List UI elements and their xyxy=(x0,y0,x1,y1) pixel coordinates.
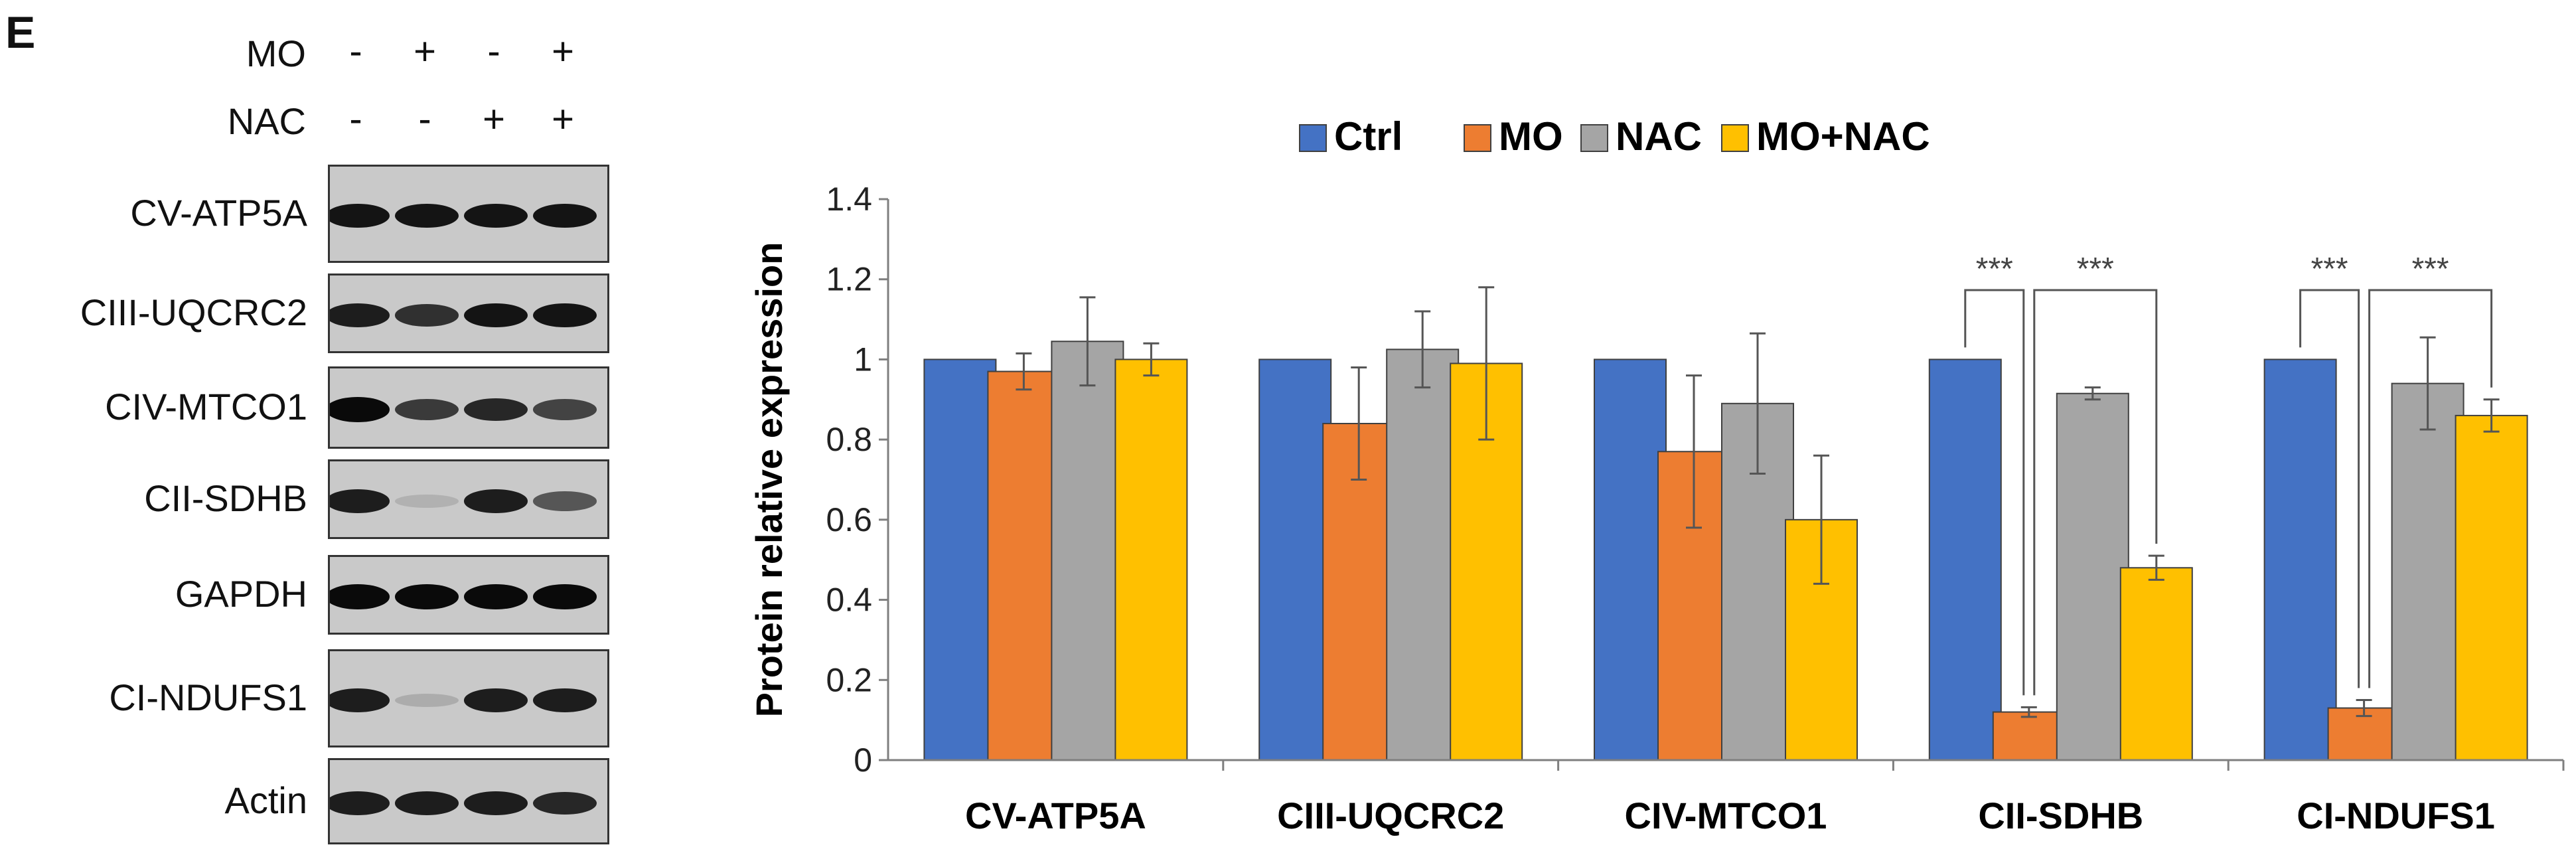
blot-band xyxy=(464,203,528,228)
bar-mo xyxy=(1992,711,2066,761)
blot-band xyxy=(395,584,459,609)
y-tick-label: 0.4 xyxy=(826,582,872,619)
legend-label: Ctrl xyxy=(1334,114,1402,159)
blot-image xyxy=(328,555,609,635)
legend-label: MO xyxy=(1499,114,1563,159)
blot-image xyxy=(328,758,609,844)
blot-band xyxy=(330,203,390,228)
legend-swatch xyxy=(1464,124,1491,152)
blot-band xyxy=(395,495,459,508)
significance-bracket xyxy=(2033,289,2158,696)
treatment-sign: - xyxy=(349,98,362,141)
blot-label: CII-SDHB xyxy=(144,477,307,519)
blot-image xyxy=(328,366,609,449)
blot-band xyxy=(330,688,390,712)
y-tick-label: 1 xyxy=(854,341,872,378)
x-category-label: CIII-UQCRC2 xyxy=(1277,795,1504,836)
significance-bracket xyxy=(2299,289,2360,688)
bar-mo xyxy=(987,370,1061,761)
blot-band xyxy=(395,304,459,327)
blot-image xyxy=(328,459,609,539)
blot-band xyxy=(330,489,390,513)
significance-label: *** xyxy=(1976,252,2013,287)
y-axis-label: Protein relative expression xyxy=(748,242,790,718)
bar-nac xyxy=(2056,392,2129,761)
blot-band xyxy=(395,791,459,815)
treatment-sign: + xyxy=(552,98,574,141)
blot-label: GAPDH xyxy=(175,573,307,615)
legend-swatch xyxy=(1721,124,1749,152)
blot-label: Actin xyxy=(224,779,308,821)
bar-ctrl xyxy=(923,358,997,761)
blot-label: CIII-UQCRC2 xyxy=(80,291,307,333)
blot-band xyxy=(533,791,597,815)
blot-band xyxy=(330,791,390,815)
significance-bracket xyxy=(2368,289,2493,688)
x-category-label: CV-ATP5A xyxy=(965,795,1146,836)
blot-band xyxy=(533,688,597,712)
blot-band xyxy=(533,399,597,420)
bar-ctrl xyxy=(1928,358,2002,761)
significance-label: *** xyxy=(2412,252,2449,287)
treatment-label-nac: NAC xyxy=(227,100,306,142)
blot-band xyxy=(533,303,597,328)
bar-ctrl xyxy=(1594,358,1667,761)
y-tick-label: 0.6 xyxy=(826,501,872,538)
legend-label: NAC xyxy=(1616,114,1702,159)
bar-nac xyxy=(2391,382,2464,761)
blot-band xyxy=(395,203,459,228)
y-tick-label: 0 xyxy=(854,742,872,779)
legend-label: MO+NAC xyxy=(1756,114,1930,159)
blot-band xyxy=(464,489,528,513)
treatment-sign: + xyxy=(414,30,436,73)
significance-label: *** xyxy=(2077,252,2114,287)
x-category-label: CII-SDHB xyxy=(1978,795,2143,836)
y-tick-label: 1.4 xyxy=(826,181,872,218)
bar-nac xyxy=(1386,349,1460,761)
treatment-sign: - xyxy=(487,30,500,73)
bar-ctrl xyxy=(1258,358,1332,761)
blot-band xyxy=(464,584,528,609)
blot-label: CI-NDUFS1 xyxy=(109,676,307,718)
panel-letter: E xyxy=(5,7,36,58)
x-category-label: CI-NDUFS1 xyxy=(2297,795,2495,836)
legend-swatch xyxy=(1299,124,1327,152)
bar-ctrl xyxy=(2263,358,2337,761)
blot-band xyxy=(395,398,459,421)
x-category-label: CIV-MTCO1 xyxy=(1625,795,1827,836)
blot-band xyxy=(330,303,390,327)
treatment-sign: + xyxy=(483,98,505,141)
blot-band xyxy=(533,203,597,228)
blot-label: CIV-MTCO1 xyxy=(105,386,307,428)
blot-band xyxy=(330,397,390,422)
blot-band xyxy=(533,584,597,609)
blot-band xyxy=(464,398,528,422)
bar-mo-nac xyxy=(2119,567,2193,761)
treatment-label-mo: MO xyxy=(246,33,306,74)
bar-mo-nac xyxy=(1114,358,1188,761)
blot-image xyxy=(328,165,609,263)
treatment-sign: + xyxy=(552,30,574,73)
treatment-sign: - xyxy=(349,30,362,73)
y-tick-label: 1.2 xyxy=(826,261,872,298)
y-tick-label: 0.8 xyxy=(826,421,872,458)
blot-band xyxy=(330,584,390,609)
bar-nac xyxy=(1051,341,1124,761)
bar-mo-nac xyxy=(2455,414,2528,761)
blot-band xyxy=(464,303,528,328)
blot-band xyxy=(533,491,597,511)
blot-image xyxy=(328,649,609,747)
blot-band xyxy=(464,791,528,815)
treatment-sign: - xyxy=(418,98,431,141)
blot-image xyxy=(328,274,609,353)
legend-swatch xyxy=(1580,124,1608,152)
significance-label: *** xyxy=(2311,252,2348,287)
blot-label: CV-ATP5A xyxy=(130,192,307,234)
blot-band xyxy=(464,688,528,712)
significance-bracket xyxy=(1964,289,2025,696)
y-tick-label: 0.2 xyxy=(826,661,872,698)
blot-band xyxy=(395,693,459,708)
